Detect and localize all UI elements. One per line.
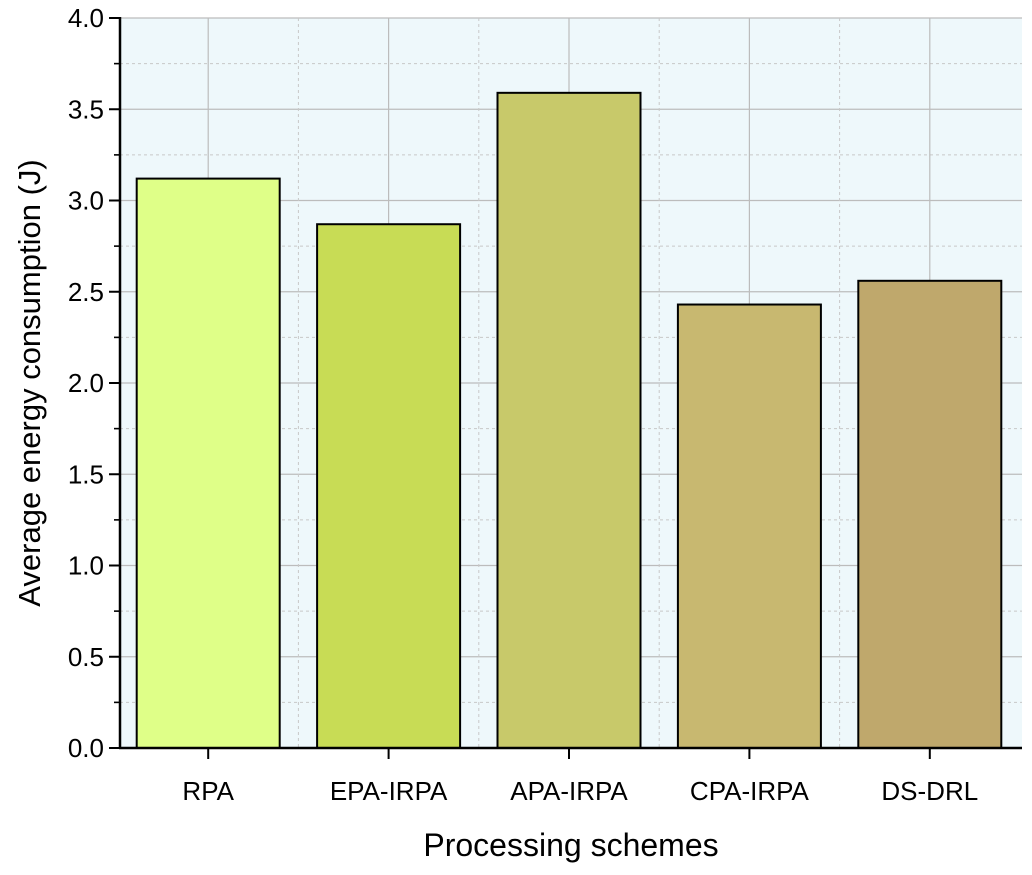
x-tick-label: EPA-IRPA xyxy=(330,776,448,806)
y-tick-label: 2.0 xyxy=(68,368,104,398)
x-tick-label: CPA-IRPA xyxy=(690,776,810,806)
y-tick-label: 2.5 xyxy=(68,277,104,307)
x-tick-label: APA-IRPA xyxy=(510,776,628,806)
axes xyxy=(109,17,1022,759)
y-tick-label: 1.0 xyxy=(68,551,104,581)
bar-cpa-irpa xyxy=(676,303,822,749)
y-tick-label: 4.0 xyxy=(68,3,104,33)
y-axis-title: Average energy consumption (J) xyxy=(12,159,47,606)
y-tick-label: 3.0 xyxy=(68,186,104,216)
y-tick-label: 1.5 xyxy=(68,459,104,489)
bars xyxy=(135,91,1003,750)
bar-rpa xyxy=(135,177,281,750)
x-tick-label: RPA xyxy=(182,776,234,806)
y-tick-label: 3.5 xyxy=(68,94,104,124)
bar-ds-drl xyxy=(857,279,1003,749)
y-tick-label: 0.5 xyxy=(68,642,104,672)
bar-epa-irpa xyxy=(316,223,462,750)
tick-labels: 0.0 0.5 1.0 1.5 2.0 2.5 3.0 3.5 4.0 RPA EPA-IRPA AP… xyxy=(68,3,978,806)
y-tick-label: 0.0 xyxy=(68,733,104,763)
x-tick-label: DS-DRL xyxy=(881,776,978,806)
x-axis-title: Processing schemes xyxy=(423,827,718,863)
bar-apa-irpa xyxy=(496,91,642,749)
